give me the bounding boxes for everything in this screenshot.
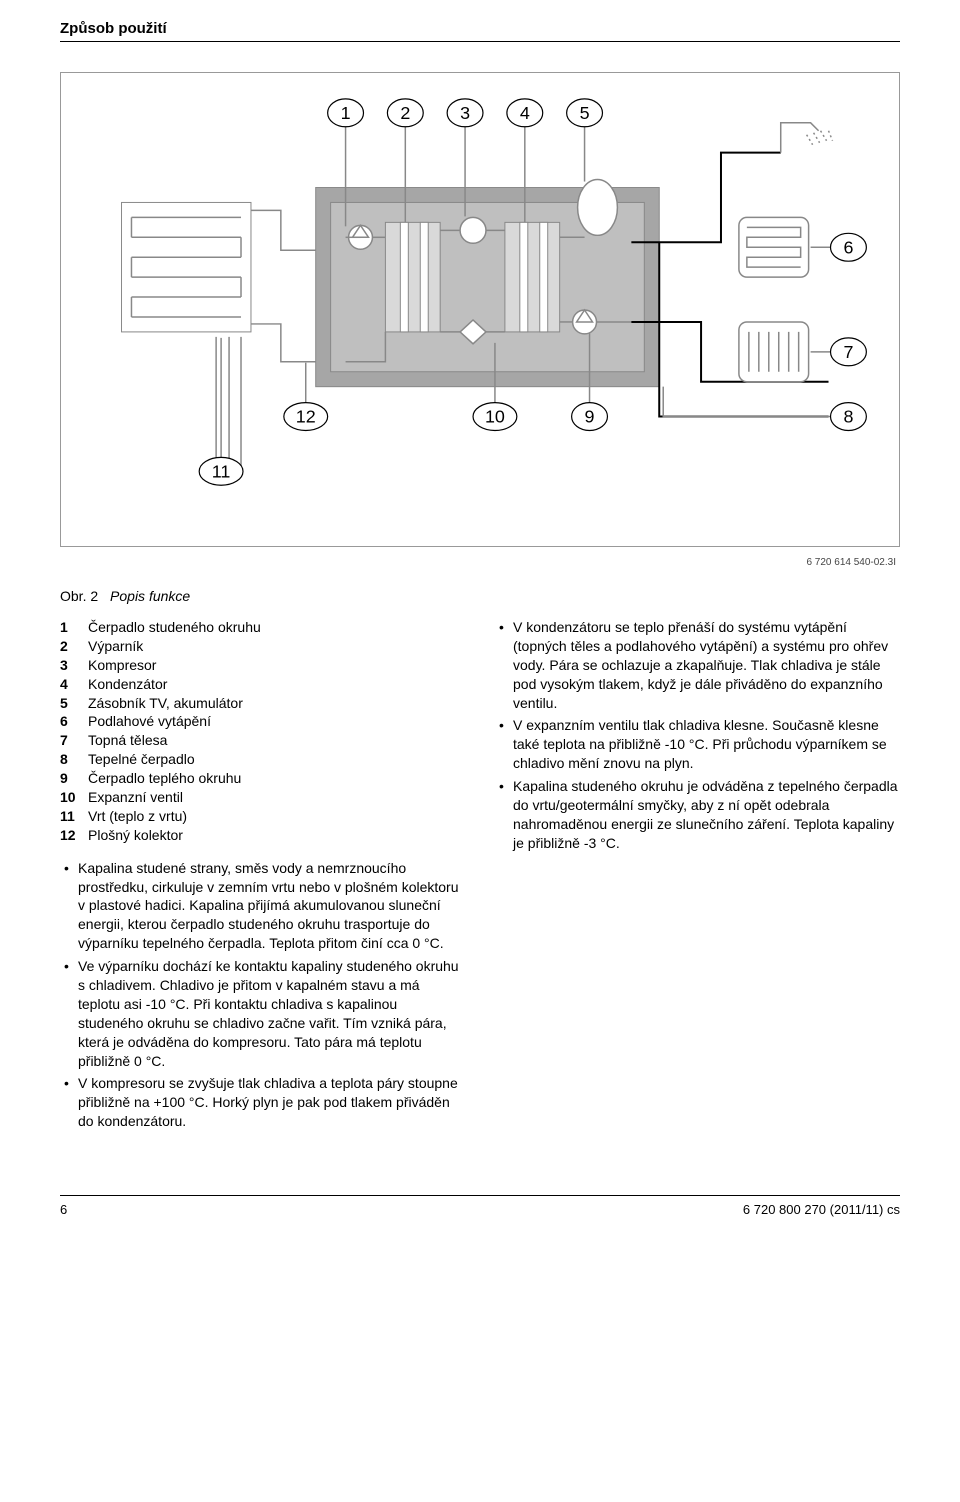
legend-text: Expanzní ventil [88,788,183,807]
bullet-item: Ve výparníku dochází ke kontaktu kapalin… [60,957,465,1070]
caption-number: Obr. 2 [60,588,98,604]
callout-number: 2 [400,103,410,123]
legend-number: 8 [60,750,88,769]
legend-number: 4 [60,675,88,694]
callout-number: 9 [585,407,595,427]
page-footer: 6 6 720 800 270 (2011/11) cs [60,1195,900,1217]
legend-row: 10Expanzní ventil [60,788,465,807]
diagram-container: 123456789101112 [60,72,900,547]
legend-number: 7 [60,731,88,750]
left-column: 1Čerpadlo studeného okruhu2Výparník3Komp… [60,618,465,1135]
callout-number: 3 [460,103,470,123]
footer-page-number: 6 [60,1202,67,1217]
callout-number: 7 [843,342,853,362]
legend-row: 3Kompresor [60,656,465,675]
bullet-item: V kondenzátoru se teplo přenáší do systé… [495,618,900,712]
callout-number: 4 [520,103,530,123]
bullet-item: V expanzním ventilu tlak chladiva klesne… [495,716,900,773]
legend-number: 3 [60,656,88,675]
callout-number: 1 [341,103,351,123]
callout-number: 10 [485,407,505,427]
bullet-item: Kapalina studeného okruhu je odváděna z … [495,777,900,853]
left-bullet-list: Kapalina studené strany, směs vody a nem… [60,859,465,1131]
legend-text: Kondenzátor [88,675,167,694]
legend-row: 11Vrt (teplo z vrtu) [60,807,465,826]
legend-text: Vrt (teplo z vrtu) [88,807,187,826]
bullet-item: Kapalina studené strany, směs vody a nem… [60,859,465,953]
legend-text: Výparník [88,637,143,656]
heat-pump-diagram: 123456789101112 [61,73,899,546]
section-title: Způsob použití [60,20,900,37]
legend-row: 6Podlahové vytápění [60,712,465,731]
callout-number: 8 [843,407,853,427]
legend-row: 2Výparník [60,637,465,656]
legend-text: Podlahové vytápění [88,712,211,731]
legend-text: Topná tělesa [88,731,167,750]
right-column: V kondenzátoru se teplo přenáší do systé… [495,618,900,1135]
legend-row: 12Plošný kolektor [60,826,465,845]
legend-row: 1Čerpadlo studeného okruhu [60,618,465,637]
callout-number: 12 [296,407,316,427]
legend-row: 8Tepelné čerpadlo [60,750,465,769]
legend-text: Čerpadlo teplého okruhu [88,769,241,788]
legend-text: Plošný kolektor [88,826,183,845]
legend-text: Čerpadlo studeného okruhu [88,618,261,637]
legend-number: 11 [60,807,88,826]
legend-row: 5Zásobník TV, akumulátor [60,694,465,713]
legend-row: 9Čerpadlo teplého okruhu [60,769,465,788]
legend-row: 4Kondenzátor [60,675,465,694]
caption-text: Popis funkce [110,588,190,604]
legend-text: Kompresor [88,656,156,675]
legend-row: 7Topná tělesa [60,731,465,750]
header-rule [60,41,900,42]
legend-list: 1Čerpadlo studeného okruhu2Výparník3Komp… [60,618,465,845]
legend-number: 2 [60,637,88,656]
callout-number: 6 [843,237,853,257]
diagram-code: 6 720 614 540-02.3I [60,557,900,568]
callout-number: 5 [580,103,590,123]
figure-caption: Obr. 2 Popis funkce [60,588,900,604]
legend-number: 6 [60,712,88,731]
legend-number: 12 [60,826,88,845]
callout-number: 11 [212,461,231,481]
legend-text: Zásobník TV, akumulátor [88,694,243,713]
bullet-item: V kompresoru se zvyšuje tlak chladiva a … [60,1074,465,1131]
right-bullet-list: V kondenzátoru se teplo přenáší do systé… [495,618,900,853]
legend-number: 9 [60,769,88,788]
footer-doc-id: 6 720 800 270 (2011/11) cs [743,1202,900,1217]
legend-text: Tepelné čerpadlo [88,750,195,769]
legend-number: 1 [60,618,88,637]
legend-number: 10 [60,788,88,807]
legend-number: 5 [60,694,88,713]
